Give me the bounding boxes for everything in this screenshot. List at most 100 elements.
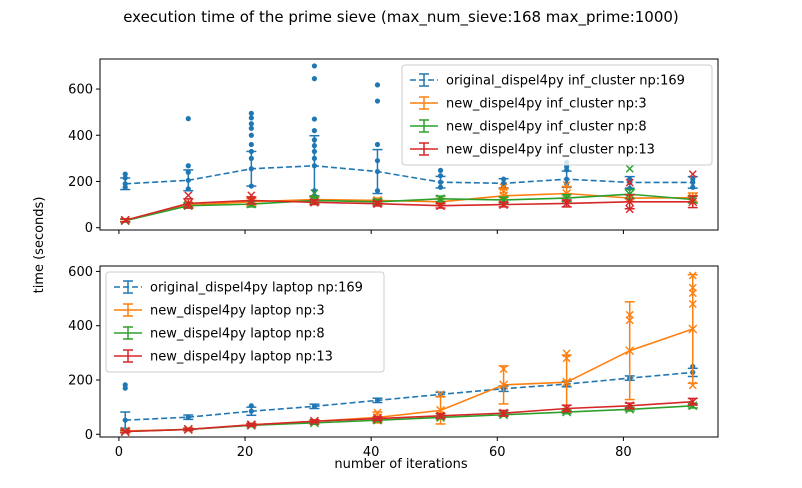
outlier-point	[310, 189, 319, 198]
data-point	[248, 166, 254, 172]
data-point	[688, 397, 698, 407]
outlier-point	[374, 141, 381, 148]
x-tick-label: 0	[115, 445, 123, 460]
legend-box	[105, 271, 385, 373]
data-point	[625, 197, 635, 207]
data-point	[500, 180, 507, 186]
legend-entry: original_dispel4py laptop np:169	[114, 280, 363, 296]
legend-box	[401, 64, 713, 166]
data-point	[183, 198, 193, 208]
outlier-point	[248, 125, 254, 131]
legend-entry: original_dispel4py inf_cluster np:169	[410, 73, 685, 89]
y-tick-label: 200	[68, 374, 93, 389]
panel-2: 0 200 400 600 0 20 40 60 80 original_dispel4py la…	[68, 265, 719, 460]
series-line	[125, 371, 693, 421]
data-point	[248, 408, 254, 414]
data-point	[625, 346, 635, 356]
data-point	[183, 424, 193, 434]
data-point	[311, 163, 318, 169]
outlier-point	[122, 382, 128, 388]
data-point	[372, 414, 382, 424]
y-tick-label: 600	[68, 265, 93, 280]
outlier-point	[311, 63, 318, 69]
data-point	[690, 179, 696, 185]
legend-entry: new_dispel4py laptop np:3	[114, 303, 325, 319]
y-tick-label: 600	[68, 83, 93, 98]
legend-label: new_dispel4py laptop np:3	[150, 304, 325, 319]
series-line	[125, 164, 693, 185]
outlier-point	[184, 191, 193, 200]
data-point	[688, 401, 698, 411]
x-tick-label: 20	[237, 445, 254, 460]
outlier-point	[248, 110, 254, 116]
data-point	[311, 403, 318, 409]
series-2-1	[120, 363, 698, 433]
outlier-point	[248, 115, 254, 121]
legend-label: new_dispel4py laptop np:13	[150, 350, 333, 365]
data-point	[437, 179, 444, 185]
outlier-point	[688, 170, 697, 179]
data-point	[246, 195, 256, 205]
legend-entry: new_dispel4py inf_cluster np:8	[410, 119, 647, 135]
outlier-point	[311, 76, 318, 82]
series-line	[125, 193, 693, 222]
plot-frame	[99, 265, 719, 438]
series-1-4	[120, 170, 698, 225]
series-line	[125, 199, 693, 222]
data-point	[436, 411, 446, 421]
legend-entry: new_dispel4py inf_cluster np:13	[410, 142, 655, 158]
legend: original_dispel4py laptop np:169 new_disp…	[105, 271, 385, 373]
outlier-point	[248, 132, 254, 138]
data-point	[120, 427, 130, 437]
x-tick-label: 80	[615, 445, 632, 460]
data-point	[562, 198, 572, 208]
data-point	[372, 199, 382, 209]
series-line	[125, 192, 693, 222]
outlier-point	[311, 116, 318, 122]
outlier-point	[185, 116, 191, 122]
data-point	[625, 401, 635, 411]
y-tick-label: 400	[68, 319, 93, 334]
outlier-point	[625, 178, 634, 187]
data-point	[309, 197, 319, 207]
data-point	[120, 215, 130, 225]
data-point	[185, 177, 191, 183]
y-tick-label: 0	[85, 428, 93, 443]
data-point	[562, 377, 572, 387]
outlier-point	[311, 128, 318, 134]
data-point	[185, 414, 191, 420]
data-point	[688, 324, 698, 334]
outlier-point	[437, 167, 444, 173]
series-2-4	[120, 397, 698, 437]
x-tick-label: 40	[363, 445, 380, 460]
data-point	[499, 191, 509, 201]
legend-label: new_dispel4py laptop np:8	[150, 327, 325, 342]
outlier-point	[625, 164, 634, 173]
y-tick-label: 0	[85, 221, 93, 236]
legend-entry: new_dispel4py laptop np:13	[114, 349, 333, 365]
series-line	[125, 400, 693, 433]
y-tick-label: 400	[68, 129, 93, 144]
chart-title: execution time of the prime sieve (max_n…	[123, 8, 679, 27]
data-point	[562, 404, 572, 413]
data-point	[499, 200, 509, 210]
data-point	[374, 397, 381, 403]
legend: original_dispel4py inf_cluster np:169 new…	[401, 64, 713, 166]
x-tick-label: 60	[489, 445, 506, 460]
legend-entry: new_dispel4py inf_cluster np:3	[410, 96, 647, 112]
data-point	[436, 194, 446, 204]
legend-entry: new_dispel4py laptop np:8	[114, 326, 325, 342]
series-1-3	[120, 164, 698, 226]
data-point	[246, 420, 256, 430]
outlier-point	[374, 98, 381, 104]
plot-frame	[99, 58, 719, 231]
outlier-point	[248, 141, 254, 148]
series-1-1	[120, 63, 698, 197]
legend-label: original_dispel4py laptop np:169	[150, 281, 363, 296]
legend-label: original_dispel4py inf_cluster np:169	[446, 74, 685, 89]
panel-1: 0 200 400 600 original_dispel4py inf_cluster…	[68, 58, 719, 236]
legend-label: new_dispel4py inf_cluster np:8	[446, 120, 647, 135]
legend-label: new_dispel4py inf_cluster np:3	[446, 97, 647, 112]
data-point	[499, 380, 509, 390]
